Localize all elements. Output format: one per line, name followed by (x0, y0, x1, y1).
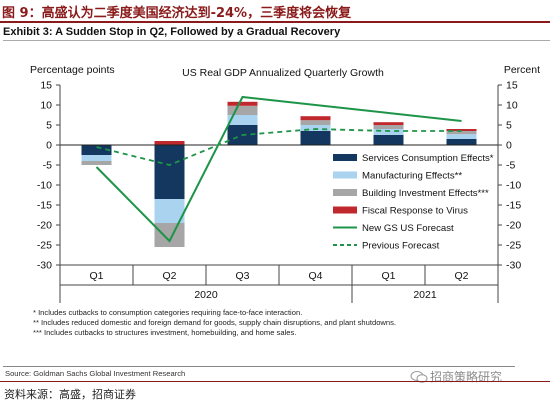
exhibit-divider (3, 40, 550, 41)
right-tick-label: 0 (506, 140, 512, 152)
bar-segment (300, 125, 331, 131)
source-divider (3, 366, 515, 367)
bar-segment (373, 122, 404, 125)
new-forecast-line (95, 95, 462, 243)
left-tick-label: 0 (46, 140, 52, 152)
bar-segment (446, 134, 477, 139)
category-label: Q1 (89, 270, 103, 282)
year-label: 2021 (413, 289, 437, 301)
gdp-chart: US Real GDP Annualized Quarterly Growth … (30, 64, 540, 303)
left-tick-label: 15 (40, 80, 52, 92)
right-tick-label: -5 (506, 160, 515, 172)
legend-label: Manufacturing Effects** (362, 171, 462, 182)
bar-segment (81, 161, 112, 165)
bar-segment (154, 145, 185, 199)
left-tick-label: -10 (37, 180, 52, 192)
right-tick-label: -20 (506, 220, 521, 232)
footnote: * Includes cutbacks to consumption categ… (33, 308, 303, 317)
bar-segment (81, 145, 112, 155)
bar-segment (154, 141, 185, 145)
bar-segment (373, 125, 404, 129)
right-tick-label: 15 (506, 80, 518, 92)
legend-label: New GS US Forecast (362, 223, 454, 234)
legend-label: Building Investment Effects*** (362, 188, 489, 199)
source-note: Source: Goldman Sachs Global Investment … (5, 369, 186, 378)
bar-segment (300, 116, 331, 121)
exhibit-title: Exhibit 3: A Sudden Stop in Q2, Followed… (3, 26, 341, 38)
category-label: Q3 (235, 270, 249, 282)
legend: Services Consumption Effects* Manufacturi… (333, 153, 494, 252)
category-label: Q1 (381, 270, 395, 282)
legend-swatch (333, 154, 357, 161)
bar-segment (154, 199, 185, 223)
line-series-group (95, 95, 462, 243)
legend-swatch (333, 189, 357, 196)
left-tick-label: -5 (43, 160, 52, 172)
footnotes: * Includes cutbacks to consumption categ… (33, 308, 396, 338)
bar-segment (446, 129, 477, 131)
watermark-text: 招商策略研究 (430, 370, 503, 384)
legend-swatch (333, 171, 357, 179)
previous-forecast-line (96, 128, 462, 166)
axes-group: 15 15 10 10 5 5 0 0 -5 -5 -10 -10 -15 -15 -20 -20 -25 -25… (37, 80, 521, 303)
left-tick-label: 10 (40, 100, 52, 112)
chart-title: US Real GDP Annualized Quarterly Growth (182, 67, 384, 79)
right-tick-label: -10 (506, 180, 521, 192)
bar-segment (227, 101, 258, 106)
figure-title: 图 9：高盛认为二季度美国经济达到-24%，三季度将会恢复 (2, 6, 352, 21)
left-tick-label: -25 (37, 240, 52, 252)
data-source: 资料来源：高盛，招商证券 (4, 388, 136, 401)
legend-swatch (333, 206, 357, 214)
right-tick-label: -30 (506, 260, 521, 272)
title-divider (0, 21, 550, 23)
bar-segment (446, 131, 477, 135)
right-tick-label: 5 (506, 120, 512, 132)
legend-label: Services Consumption Effects* (362, 153, 494, 164)
bar-segment (227, 105, 258, 115)
year-label: 2020 (194, 289, 218, 301)
wechat-logo-icon (410, 371, 428, 383)
footnote: ** Includes reduced domestic and foreign… (33, 318, 397, 327)
left-axis-label: Percentage points (30, 64, 115, 76)
bottom-divider (0, 381, 550, 382)
left-tick-label: 5 (46, 120, 52, 132)
bar-segment (373, 135, 404, 145)
category-label: Q2 (162, 270, 176, 282)
footnote: *** Includes cutbacks to structures inve… (33, 328, 297, 337)
bar-segment (81, 155, 112, 161)
right-tick-label: -25 (506, 240, 521, 252)
left-tick-label: -30 (37, 260, 52, 272)
category-label: Q2 (454, 270, 468, 282)
category-label: Q4 (308, 270, 322, 282)
right-axis-label: Percent (504, 64, 540, 76)
bar-segment (373, 129, 404, 135)
bar-series-group (81, 101, 477, 247)
left-tick-label: -15 (37, 200, 52, 212)
right-tick-label: -15 (506, 200, 521, 212)
bar-segment (227, 115, 258, 125)
right-tick-label: 10 (506, 100, 518, 112)
left-tick-label: -20 (37, 220, 52, 232)
bar-segment (446, 139, 477, 145)
bar-segment (300, 131, 331, 145)
legend-label: Previous Forecast (362, 241, 440, 252)
bar-segment (154, 223, 185, 247)
bar-segment (300, 120, 331, 125)
legend-label: Fiscal Response to Virus (362, 206, 468, 217)
watermark: 招商策略研究 (410, 368, 502, 385)
